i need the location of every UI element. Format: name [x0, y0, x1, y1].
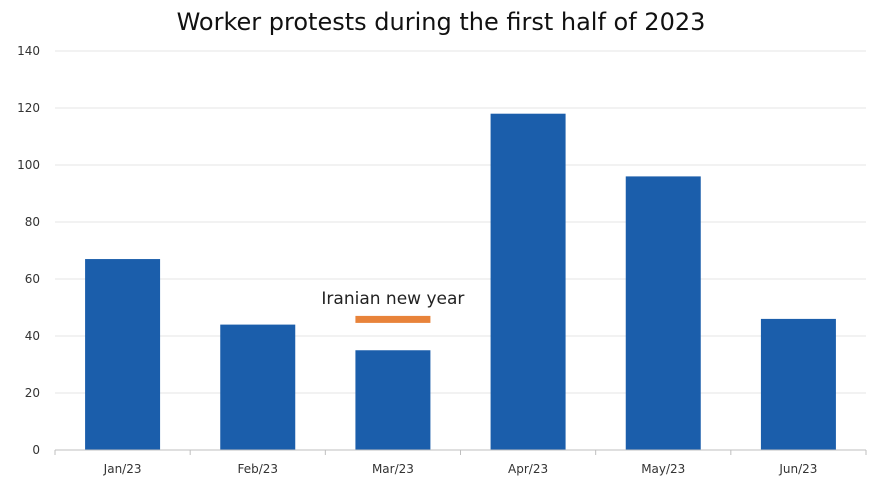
x-tick-label: Mar/23	[372, 462, 414, 476]
chart-title: Worker protests during the first half of…	[176, 8, 706, 36]
x-tick-label: Feb/23	[237, 462, 278, 476]
bar-apr-23	[490, 113, 566, 450]
annotation-marker	[355, 315, 431, 323]
bar-jun-23	[760, 318, 836, 450]
bar-jan-23	[85, 259, 161, 450]
y-tick-label: 40	[25, 329, 40, 343]
bar-may-23	[625, 176, 701, 450]
y-tick-label: 0	[32, 443, 40, 457]
y-tick-label: 60	[25, 272, 40, 286]
x-tick-label: Jan/23	[103, 462, 142, 476]
bars	[85, 113, 836, 450]
bar-feb-23	[220, 324, 296, 450]
bar-mar-23	[355, 350, 431, 450]
x-tick-label: Apr/23	[508, 462, 548, 476]
y-tick-label: 20	[25, 386, 40, 400]
y-tick-label: 140	[17, 44, 40, 58]
y-axis-ticks: 0 20 40 60 80 100 120 140	[17, 44, 40, 457]
y-tick-label: 100	[17, 158, 40, 172]
y-tick-label: 120	[17, 101, 40, 115]
gridlines	[55, 50, 866, 394]
annotation: Iranian new year	[321, 289, 464, 323]
x-axis: Jan/23 Feb/23 Mar/23 Apr/23 May/23 Jun/23	[54, 449, 867, 476]
annotation-label: Iranian new year	[321, 289, 464, 309]
x-tick-label: May/23	[641, 462, 685, 476]
y-tick-label: 80	[25, 215, 40, 229]
x-tick-label: Jun/23	[778, 462, 817, 476]
